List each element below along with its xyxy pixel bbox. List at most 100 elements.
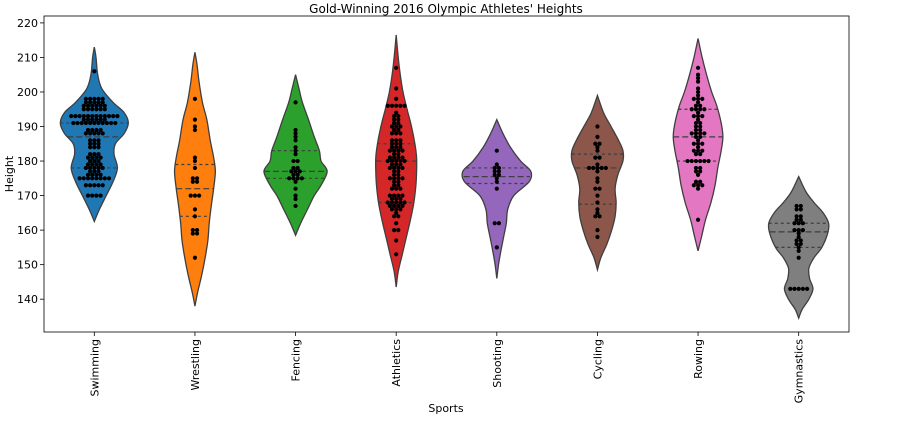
data-point (98, 114, 103, 119)
data-point (102, 114, 107, 119)
data-point (695, 93, 701, 98)
data-point (695, 217, 701, 222)
data-point (293, 193, 298, 198)
data-point (85, 176, 91, 181)
data-point (394, 200, 399, 205)
data-point (98, 193, 103, 198)
data-point (595, 145, 600, 150)
y-axis: 140 150 160 170 180 190 200 210 220 (17, 17, 44, 306)
data-point (88, 100, 93, 105)
data-point (391, 172, 397, 177)
data-point (92, 96, 97, 101)
data-point (391, 169, 397, 174)
data-point (293, 186, 298, 191)
data-point (98, 107, 103, 112)
data-point (88, 152, 93, 157)
data-point (190, 176, 195, 181)
data-point (391, 114, 397, 119)
data-point (104, 120, 110, 126)
data-point (85, 107, 91, 112)
data-point (394, 86, 399, 91)
data-point (695, 96, 701, 101)
data-point (194, 231, 200, 236)
y-tick-label: 190 (17, 121, 38, 134)
data-point (796, 228, 801, 233)
data-point (400, 155, 405, 160)
data-point (398, 186, 403, 191)
data-point (192, 165, 198, 171)
data-point (92, 145, 97, 150)
data-point (689, 131, 694, 136)
data-point (796, 234, 801, 240)
data-point (695, 86, 701, 91)
data-point (494, 176, 499, 181)
data-point (800, 228, 805, 233)
data-point (595, 165, 600, 171)
data-point (691, 96, 696, 101)
x-axis: Swimming Wrestling Fencing Athletics Shootin… (88, 332, 806, 403)
data-point (698, 103, 703, 108)
data-point (98, 127, 103, 133)
data-point (691, 141, 696, 146)
data-point (96, 158, 101, 164)
data-point (396, 193, 401, 198)
data-point (391, 183, 397, 188)
data-point (693, 152, 699, 157)
data-point (85, 172, 91, 177)
data-point (88, 138, 93, 143)
data-point (96, 100, 101, 105)
data-point (88, 145, 93, 150)
data-point (90, 172, 95, 177)
data-point (398, 207, 403, 212)
data-point (693, 103, 699, 108)
data-point (96, 96, 101, 101)
data-point (293, 196, 298, 202)
data-point (396, 114, 401, 119)
data-point (597, 155, 602, 160)
data-point (73, 114, 78, 119)
data-point (798, 214, 803, 219)
data-point (96, 183, 101, 188)
data-point (698, 131, 703, 136)
data-point (98, 172, 103, 177)
x-axis-title: Sports (428, 402, 464, 415)
data-point (394, 238, 399, 243)
data-point (192, 117, 198, 122)
data-point (387, 176, 392, 181)
data-point (81, 117, 86, 122)
violin-wrestling (173, 52, 216, 307)
data-point (700, 141, 705, 146)
violin-cycling (570, 93, 625, 273)
data-point (796, 231, 801, 236)
data-point (794, 241, 799, 247)
data-point (695, 172, 701, 177)
data-point (96, 165, 101, 171)
data-point (689, 107, 694, 112)
data-point (92, 152, 97, 157)
data-point (695, 72, 701, 77)
data-point (85, 155, 91, 160)
data-point (90, 103, 95, 108)
data-point (293, 131, 298, 136)
data-point (190, 228, 195, 233)
data-point (792, 228, 797, 233)
data-point (396, 228, 401, 233)
data-point (385, 158, 390, 164)
data-point (396, 179, 401, 184)
data-point (96, 145, 101, 150)
data-point (389, 124, 395, 129)
data-point (88, 120, 93, 126)
data-point (593, 214, 598, 219)
data-point (81, 107, 86, 112)
data-point (81, 103, 86, 108)
plot-marks (59, 34, 830, 320)
data-point (96, 141, 101, 146)
data-point (794, 238, 799, 243)
data-point (702, 158, 707, 164)
data-point (94, 127, 99, 133)
data-point (796, 221, 801, 226)
data-point (695, 110, 701, 115)
data-point (94, 107, 99, 112)
data-point (695, 76, 701, 81)
data-point (800, 286, 805, 291)
